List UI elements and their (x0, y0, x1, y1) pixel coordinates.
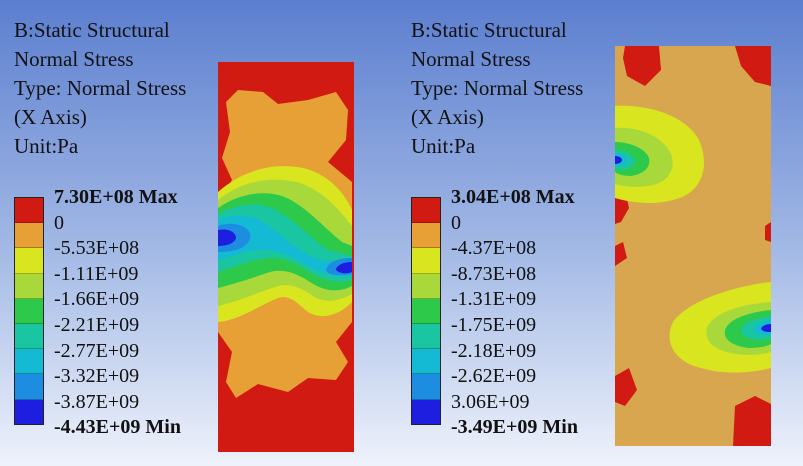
swatch-lightblue (15, 374, 43, 400)
hotspot-right (765, 222, 771, 242)
swatch-red (15, 198, 43, 224)
legend-label: -2.77E+09 (54, 339, 140, 362)
legend-label: -5.53E+08 (54, 237, 140, 260)
header-line: (X Axis) (14, 105, 87, 129)
result-header-left: B:Static Structural Normal Stress Type: … (14, 16, 186, 161)
legend-label: -3.32E+09 (54, 365, 140, 388)
header-line: Normal Stress (14, 47, 134, 71)
hotspot-top-right (735, 46, 771, 86)
stress-contour-plot-left[interactable] (218, 62, 354, 452)
stress-contour-plot-right[interactable] (615, 46, 771, 446)
result-header-right: B:Static Structural Normal Stress Type: … (411, 16, 583, 161)
header-line: Unit:Pa (411, 134, 476, 158)
hotspot-bottom-right (733, 396, 771, 446)
legend-label: -2.18E+09 (451, 339, 537, 362)
header-line: Type: Normal Stress (411, 76, 584, 100)
swatch-green (412, 298, 440, 324)
swatch-red (412, 198, 440, 224)
header-line: B:Static Structural (411, 18, 567, 42)
header-line: (X Axis) (411, 105, 484, 129)
legend-max-label: 3.04E+08 Max (451, 186, 575, 208)
header-line: Type: Normal Stress (14, 76, 187, 100)
hotspot-left-3 (615, 368, 637, 406)
legend-label: -2.62E+09 (451, 365, 537, 388)
legend-swatch-bar (411, 197, 441, 425)
swatch-teal (15, 323, 43, 350)
legend-label: 0 (54, 211, 64, 234)
swatch-blue (15, 399, 43, 424)
legend-min-label: -4.43E+09 Min (54, 416, 181, 439)
legend-swatch-bar (14, 197, 44, 425)
swatch-yellowgreen (15, 273, 43, 299)
swatch-cyan (15, 349, 43, 375)
swatch-teal (412, 323, 440, 350)
legend-label: -2.21E+09 (54, 313, 140, 336)
header-line: Normal Stress (411, 47, 531, 71)
hotspot-top-left (623, 46, 661, 86)
legend-max-label: 7.30E+08 Max (54, 186, 178, 208)
swatch-yellow (412, 248, 440, 274)
legend-label: -8.73E+08 (451, 262, 537, 285)
swatch-yellowgreen (412, 273, 440, 299)
swatch-yellow (15, 248, 43, 274)
legend-min-label: -3.49E+09 Min (451, 416, 578, 439)
legend-label: -1.11E+09 (54, 262, 139, 285)
contour-blue-bottom (761, 324, 771, 332)
swatch-orange (15, 223, 43, 249)
contour-blue-left (218, 229, 236, 246)
contour-blue-top (615, 156, 622, 164)
swatch-blue (412, 399, 440, 424)
contour-cyan (218, 215, 352, 277)
legend-label: -3.87E+09 (54, 390, 140, 413)
legend-labels: 7.30E+08 Max 0 -5.53E+08 -1.11E+09 -1.66… (54, 185, 181, 441)
hotspot-left-2 (615, 242, 627, 266)
legend-label: 3.06E+09 (451, 390, 530, 413)
header-line: Unit:Pa (14, 134, 79, 158)
legend-labels: 3.04E+08 Max 0 -4.37E+08 -8.73E+08 -1.31… (451, 185, 578, 441)
legend-label: 0 (451, 211, 461, 234)
legend-label: -4.37E+08 (451, 237, 537, 260)
legend-label: -1.31E+09 (451, 288, 537, 311)
swatch-cyan (412, 349, 440, 375)
swatch-green (15, 298, 43, 324)
swatch-orange (412, 223, 440, 249)
swatch-lightblue (412, 374, 440, 400)
legend-label: -1.75E+09 (451, 313, 537, 336)
legend-label: -1.66E+09 (54, 288, 140, 311)
specimen-body (615, 46, 771, 446)
contour-blue-right (336, 262, 352, 274)
header-line: B:Static Structural (14, 18, 170, 42)
